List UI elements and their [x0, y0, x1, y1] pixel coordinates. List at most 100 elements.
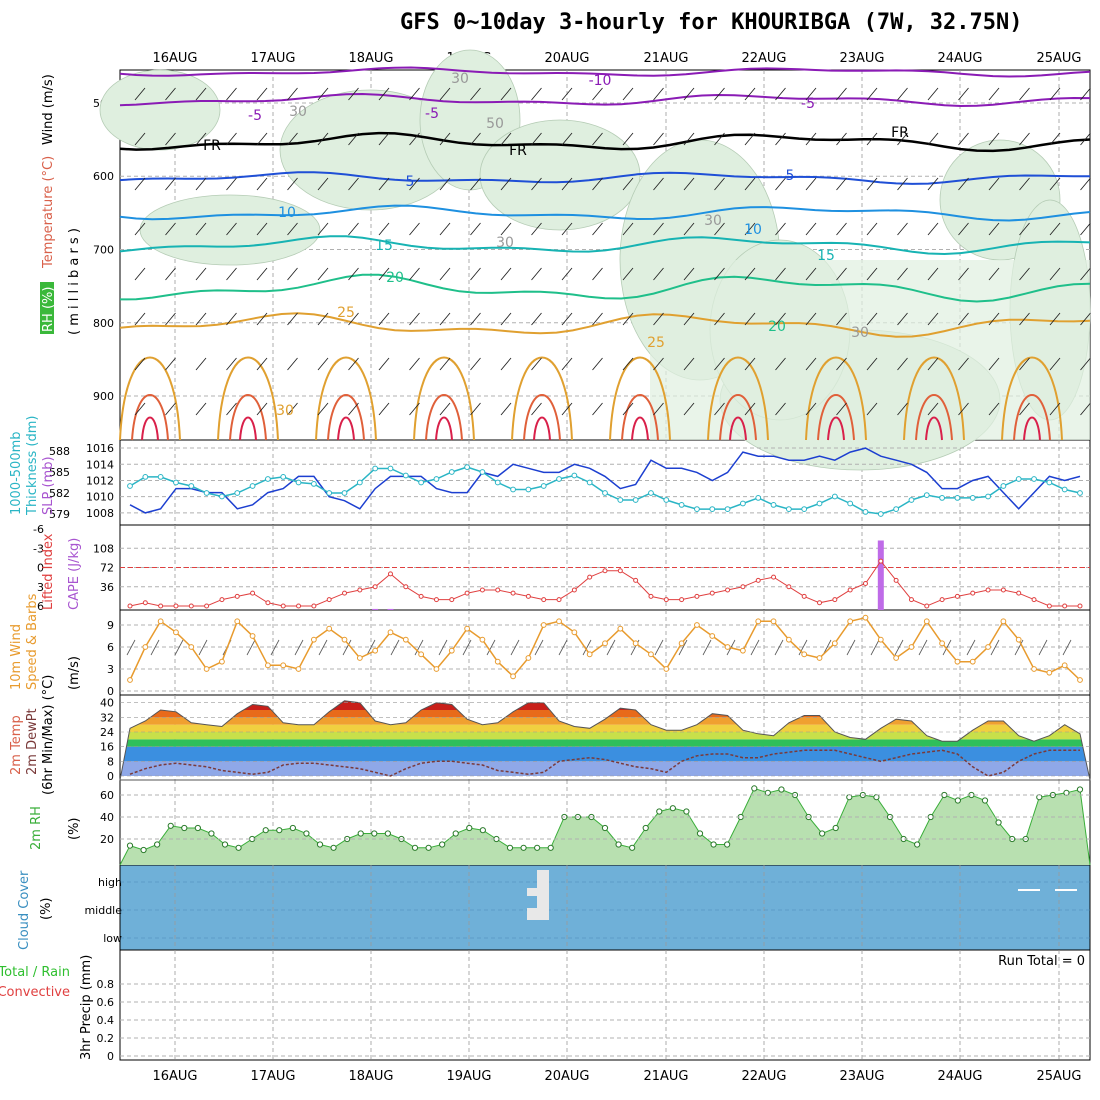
wind-barb	[958, 132, 969, 146]
pressure-tick: 900	[93, 390, 114, 403]
rh2m-point	[696, 830, 704, 837]
cloud-fill	[1018, 889, 1040, 891]
wind-barb	[1049, 267, 1061, 281]
wind-barb	[195, 357, 207, 371]
rh2m-point	[371, 830, 378, 837]
rh2m-tick: 40	[100, 811, 114, 824]
wind-barb	[805, 402, 817, 416]
cape-tick: 108	[93, 542, 114, 555]
thickness-point	[1031, 476, 1037, 482]
wind-speed-point	[648, 651, 654, 658]
wind-barb	[714, 312, 725, 326]
wind-barb	[805, 312, 817, 326]
contour-label: 20	[386, 270, 404, 286]
wind-speed-point	[234, 618, 241, 625]
cloud-level-label: high	[98, 876, 122, 889]
contour-label: 15	[375, 238, 393, 254]
wind-barb	[256, 87, 268, 101]
wind-speed-point	[219, 658, 225, 665]
wind-barb	[653, 222, 664, 236]
wind-speed-point	[326, 625, 333, 632]
wind-speed-point	[464, 625, 470, 632]
wind-barb	[531, 267, 542, 281]
wind-barb	[558, 639, 568, 656]
wind-barb	[287, 357, 298, 371]
dewpoint-line	[129, 749, 1080, 777]
wind-barb	[990, 639, 1000, 656]
wind-barb	[927, 222, 939, 236]
slp-tick: 1014	[86, 458, 114, 471]
wind-speed-point	[724, 644, 731, 650]
date-label-bottom: 17AUG	[250, 1069, 295, 1084]
temperature-contour	[903, 356, 965, 441]
wind-barb	[470, 87, 481, 101]
lifted-index-point	[234, 593, 240, 599]
date-label-bottom: 24AUG	[937, 1069, 982, 1084]
slp-tick: 1012	[86, 474, 114, 487]
contour-label: 50	[486, 116, 504, 132]
wind-barb	[1080, 267, 1091, 281]
lifted-index-point	[296, 603, 302, 609]
wind-barb	[702, 639, 712, 656]
wind-barb	[531, 402, 542, 416]
thickness-point	[433, 476, 440, 482]
thickness-point	[923, 492, 930, 499]
date-label-bottom: 16AUG	[152, 1069, 197, 1084]
temperature-contour	[817, 394, 855, 441]
wind-barb	[378, 87, 390, 101]
wind-barb	[897, 87, 908, 101]
wind-barb	[988, 312, 1000, 326]
wind-barb	[287, 132, 298, 146]
temperature-contour	[315, 356, 377, 441]
lifted-index-point	[740, 584, 746, 590]
wind-barb	[500, 312, 512, 326]
wind-barb	[287, 222, 298, 236]
thickness-point	[985, 493, 991, 500]
wind-barb	[927, 87, 939, 101]
wind-barb	[958, 312, 969, 326]
thickness-point	[1061, 486, 1068, 493]
wind-barb	[836, 132, 847, 146]
wind-barb	[366, 639, 376, 656]
wind-axis-label: Wind (m/s)	[41, 74, 56, 145]
date-label-top: 18AUG	[348, 51, 393, 66]
chart-title: GFS 0~10day 3-hourly for KHOURIBGA (7W, …	[400, 10, 1023, 35]
wind-barb	[409, 312, 420, 326]
thickness-point	[203, 490, 210, 496]
wind-barb	[927, 357, 939, 371]
wind-barb	[1019, 357, 1030, 371]
contour-label: -5	[801, 96, 815, 112]
thickness-point	[831, 493, 838, 500]
temperature-contour	[915, 394, 953, 441]
rh2m-point	[411, 844, 419, 851]
wind-barb	[622, 87, 634, 101]
wind-barb	[897, 357, 908, 371]
slp-line	[129, 447, 1081, 514]
lifted-index-point	[372, 584, 378, 590]
wind-barb	[927, 312, 939, 326]
lifted-index-point	[954, 593, 960, 599]
lifted-index-point	[832, 597, 838, 603]
lifted-index-point	[495, 587, 501, 593]
wind-barb	[775, 312, 786, 326]
wind-barb	[622, 132, 634, 146]
wind-barb	[1080, 312, 1091, 326]
wind-barb	[409, 267, 420, 281]
slp-tick: 1008	[86, 507, 114, 520]
wind-speed-point	[617, 625, 624, 632]
precip-convective-label: Convective	[0, 985, 70, 1000]
wind-barb	[622, 177, 634, 191]
temperature-tick: 24	[100, 726, 114, 739]
wind-barb	[287, 177, 298, 191]
wind-barb	[287, 312, 298, 326]
rh-shade	[650, 260, 1090, 440]
wind-barb	[409, 357, 420, 371]
wind-speed-point	[755, 618, 762, 625]
lifted-index-point	[387, 571, 393, 577]
rh2m-point	[751, 785, 758, 792]
wind-barb	[714, 87, 725, 101]
wind-barb	[958, 267, 969, 281]
rh2m-point	[1076, 786, 1084, 793]
lifted-index-point	[571, 587, 577, 593]
wind-barb	[134, 357, 146, 371]
